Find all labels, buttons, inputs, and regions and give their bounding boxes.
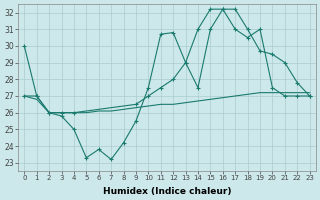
X-axis label: Humidex (Indice chaleur): Humidex (Indice chaleur) [103, 187, 231, 196]
